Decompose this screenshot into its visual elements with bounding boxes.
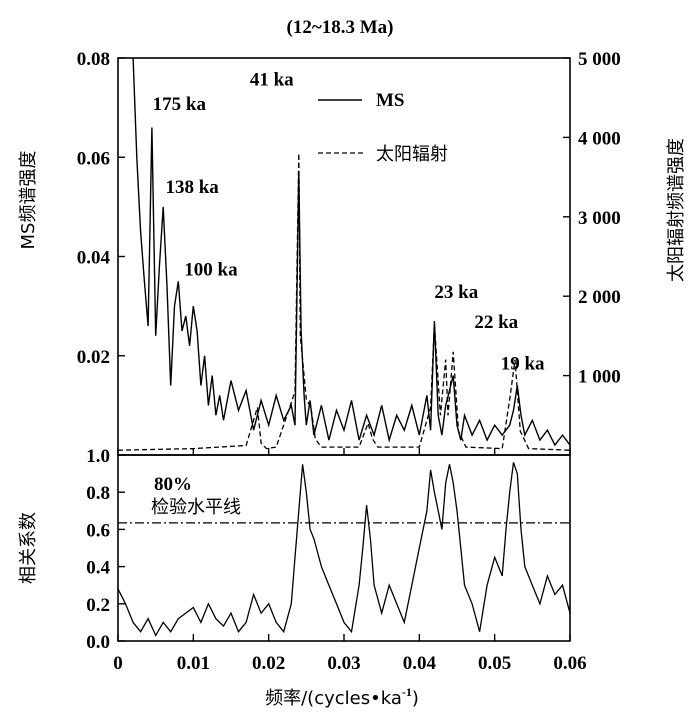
top-right-y-tick-label: 5 000 — [578, 49, 621, 70]
top-panel-frame — [117, 57, 571, 456]
legend-solar-label: 太阳辐射 — [376, 144, 448, 165]
legend-ms-label: MS — [376, 90, 405, 111]
series-solar-line — [117, 153, 571, 451]
peak-label: 22 ka — [474, 312, 518, 333]
top-right-y-tick-label: 2 000 — [578, 287, 621, 308]
y-axis-label-left: MS频谱强度 — [18, 151, 39, 250]
peak-label: 100 ka — [184, 259, 238, 280]
x-axis-label-main: 频率/(cycles•ka — [265, 688, 402, 709]
bottom-x-tick-label: 0.01 — [177, 653, 210, 674]
x-axis-label-sup: -1 — [402, 685, 412, 699]
top-y-tick-label: 0.08 — [77, 49, 110, 70]
bottom-x-tick-label: 0.04 — [403, 653, 437, 674]
bottom-x-tick-label: 0.06 — [553, 653, 586, 674]
top-right-y-tick-label: 1 000 — [578, 367, 621, 388]
bottom-y-tick-label: 0.0 — [86, 632, 110, 653]
bottom-x-tick-label: 0.02 — [252, 653, 285, 674]
peak-label: 41 ka — [250, 69, 294, 90]
threshold-label-text: 检验水平线 — [151, 497, 241, 518]
x-axis-label-end: ) — [412, 688, 419, 709]
series-coherence-line — [117, 462, 571, 637]
bottom-panel: 0.0 0.2 0.4 0.6 0.8 1.0 0 0.01 0.02 0.03 0.04 0.05… — [86, 446, 586, 674]
top-right-y-ticks: 1 000 2 000 3 000 4 000 5 000 — [563, 49, 621, 388]
bottom-x-ticks: 0 0.01 0.02 0.03 0.04 0.05 0.06 — [113, 634, 587, 674]
top-panel: 0.02 0.04 0.06 0.08 1 000 2 000 3 000 4 000 5 0… — [77, 49, 621, 456]
top-y-tick-label: 0.06 — [77, 148, 110, 169]
bottom-x-tick-label: 0.03 — [327, 653, 360, 674]
top-left-y-ticks: 0.02 0.04 0.06 0.08 — [77, 49, 125, 368]
threshold-label-percent: 80% — [154, 474, 192, 495]
x-axis-label: 频率/(cycles•ka-1) — [265, 685, 419, 709]
bottom-y-tick-label: 0.4 — [86, 558, 110, 579]
legend: MS 太阳辐射 — [318, 90, 448, 165]
peak-labels: 175 ka 138 ka 100 ka 41 ka 23 ka 22 ka 19 ka — [153, 69, 545, 374]
series-ms-line — [132, 57, 571, 447]
peak-label: 175 ka — [153, 94, 207, 115]
bottom-x-tick-label: 0 — [113, 653, 123, 674]
y-axis-label-right: 太阳辐射频谱强度 — [666, 138, 687, 282]
y-axis-label-bottom: 相关系数 — [18, 512, 39, 584]
top-right-y-tick-label: 3 000 — [578, 208, 621, 229]
bottom-y-tick-label: 0.2 — [86, 595, 110, 616]
bottom-y-tick-label: 1.0 — [86, 446, 110, 467]
top-right-y-tick-label: 4 000 — [578, 128, 621, 149]
bottom-y-tick-label: 0.6 — [86, 520, 110, 541]
peak-label: 23 ka — [434, 282, 478, 303]
peak-label: 19 ka — [501, 354, 545, 375]
bottom-y-tick-label: 0.8 — [86, 483, 110, 504]
top-y-tick-label: 0.04 — [77, 248, 111, 269]
chart-title: (12~18.3 Ma) — [287, 17, 394, 38]
peak-label: 138 ka — [165, 177, 219, 198]
bottom-x-tick-label: 0.05 — [478, 653, 511, 674]
top-y-tick-label: 0.02 — [77, 347, 110, 368]
bottom-y-ticks: 0.0 0.2 0.4 0.6 0.8 1.0 — [86, 446, 125, 653]
